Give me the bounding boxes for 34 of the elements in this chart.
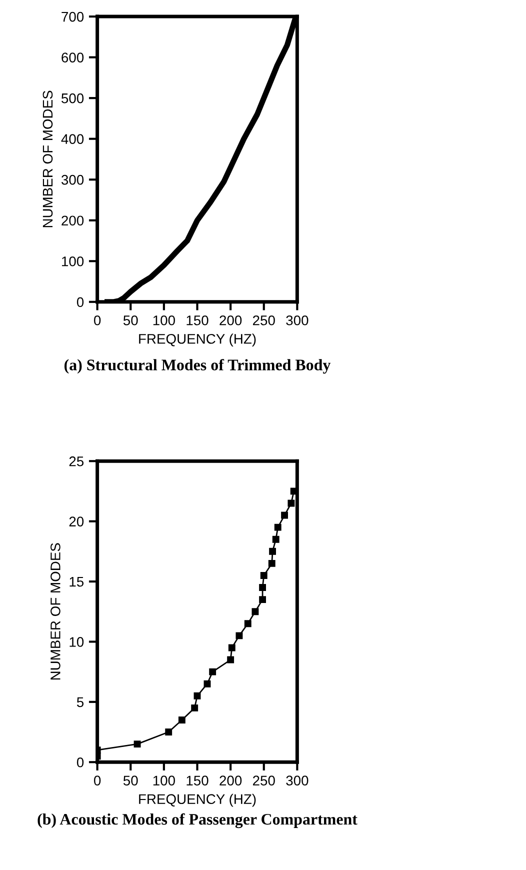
x-tick-label: 200 (220, 776, 242, 786)
y-tick-label: 25 (69, 456, 84, 466)
text: (b) Acoustic Modes of Passenger Compartment (38, 813, 358, 828)
x-tick-label: 50 (123, 776, 138, 786)
y-tick-label: 0 (76, 297, 84, 308)
y-tick-label: 100 (62, 256, 84, 266)
x-tick-label: 300 (286, 776, 308, 786)
x-axis-title: FREQUENCY (HZ) (139, 794, 256, 807)
y-tick-label: 700 (62, 12, 84, 22)
y-tick-label: 15 (70, 576, 84, 587)
x-tick-label: 150 (186, 776, 208, 786)
text: (a) Structural Modes of Trimmed Body (64, 358, 331, 374)
x-tick-label: 100 (153, 776, 175, 786)
y-axis-title: NUMBER OF MODES (42, 90, 53, 228)
y-tick-label: 300 (61, 174, 84, 185)
x-tick-label: 0 (94, 776, 101, 786)
y-tick-label: 500 (62, 93, 84, 104)
y-tick-label: 5 (76, 697, 84, 708)
y-tick-label: 20 (69, 516, 84, 526)
y-tick-label: 200 (62, 216, 84, 226)
x-tick-label: 0 (94, 315, 101, 326)
x-tick-label: 300 (286, 315, 308, 326)
x-tick-label: 50 (123, 315, 138, 326)
x-tick-label: 250 (252, 776, 275, 786)
y-tick-label: 0 (76, 757, 84, 768)
y-tick-label: 600 (62, 52, 84, 62)
x-tick-label: 200 (220, 315, 242, 326)
x-axis-title: FREQUENCY (HZ) (139, 334, 256, 347)
y-axis-title: NUMBER OF MODES (50, 543, 60, 680)
x-tick-label: 100 (153, 315, 175, 326)
y-tick-label: 400 (61, 134, 84, 144)
x-tick-label: 150 (186, 315, 208, 326)
x-tick-label: 250 (252, 315, 275, 326)
y-tick-label: 10 (70, 637, 84, 647)
